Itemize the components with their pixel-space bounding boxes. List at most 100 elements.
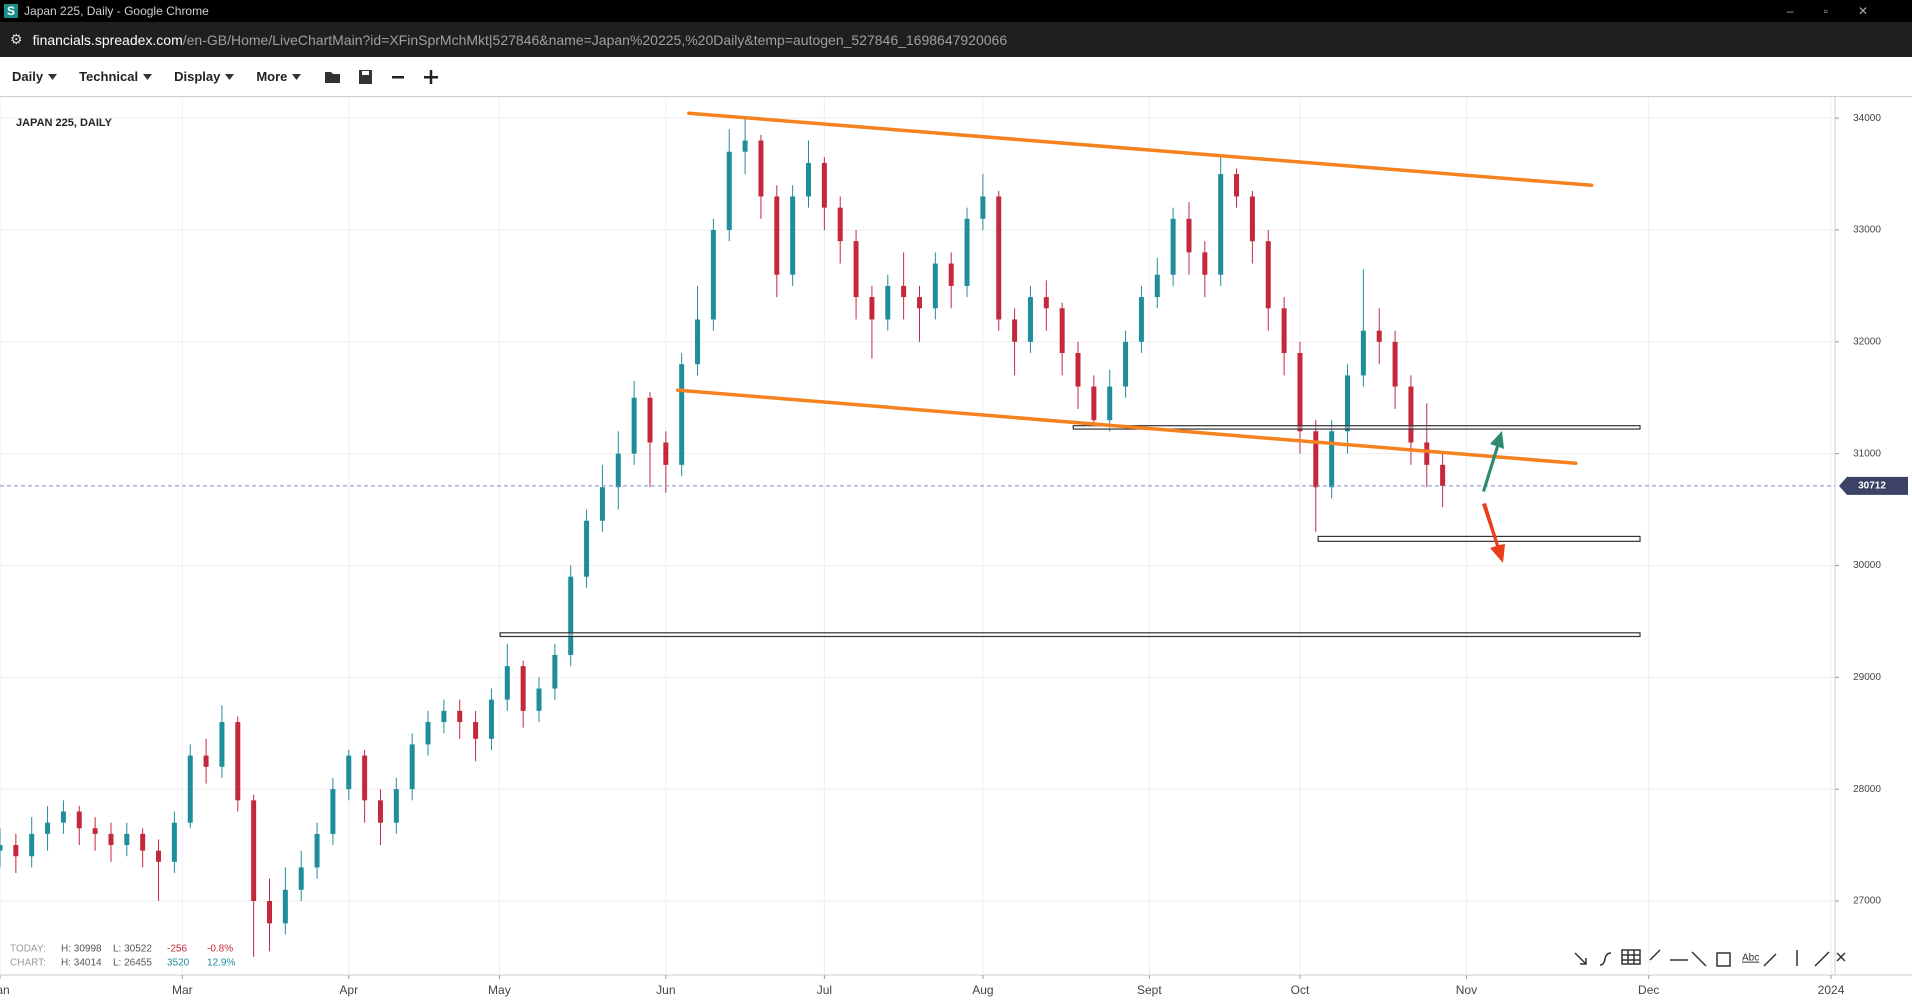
- candle-body: [330, 789, 336, 834]
- candle-body: [488, 699, 494, 739]
- candle-body: [1107, 386, 1113, 421]
- candle-body: [92, 828, 98, 834]
- x-tick-label: Jun: [656, 983, 675, 997]
- candle-body: [504, 666, 510, 700]
- candle-body: [631, 397, 637, 454]
- price-zone: [499, 632, 1641, 638]
- title-bar: S Japan 225, Daily - Google Chrome –▫✕: [0, 0, 1912, 22]
- candle-body: [695, 319, 701, 365]
- site-info-icon[interactable]: ⚙: [10, 31, 23, 47]
- menu[interactable]: Technical: [79, 69, 153, 84]
- candle-body: [837, 207, 843, 242]
- candle-body: [314, 833, 320, 868]
- trend-line: [675, 388, 1578, 466]
- candle-body: [362, 755, 368, 801]
- x-tick-label: Nov: [1456, 983, 1477, 997]
- candle-body: [1313, 431, 1319, 488]
- x-tick-label: Mar: [172, 983, 193, 997]
- stat-text: TODAY:: [10, 944, 46, 955]
- last-price-badge: [1839, 476, 1908, 495]
- x-tick-label: 2024: [1818, 983, 1845, 997]
- stat-text: H: 34014: [61, 958, 102, 969]
- y-tick-label: 29000: [1853, 672, 1881, 683]
- candle-body: [1027, 297, 1033, 342]
- candle-body: [1297, 353, 1303, 432]
- candle-body: [29, 833, 35, 857]
- candle-body: [1408, 386, 1414, 443]
- caret: [143, 73, 153, 80]
- caret: [292, 73, 302, 80]
- y-tick-label: 31000: [1853, 448, 1881, 459]
- candle-body: [996, 196, 1002, 320]
- x-tick-label: May: [488, 983, 511, 997]
- candle-body: [1012, 319, 1018, 342]
- x-tick-label: Jan: [0, 983, 10, 997]
- candle-body: [45, 822, 51, 834]
- text-tool[interactable]: Abc: [1742, 953, 1759, 964]
- candle-body: [726, 151, 732, 231]
- menu[interactable]: Daily: [12, 69, 58, 84]
- candle-body: [568, 576, 574, 655]
- candle-body: [1281, 308, 1287, 354]
- price-zone: [1072, 425, 1641, 430]
- toolbar-icons[interactable]: [323, 67, 453, 87]
- candle-body: [298, 867, 304, 890]
- candle-body: [615, 453, 621, 488]
- down-arrow: [1482, 503, 1505, 563]
- candle-body: [821, 162, 827, 208]
- candle-body: [806, 162, 812, 197]
- candle-body: [393, 789, 399, 823]
- candle-body: [948, 263, 954, 286]
- candle-body: [124, 833, 130, 846]
- url-bar[interactable]: ⚙ financials.spreadex.com/en-GB/Home/Liv…: [0, 22, 1912, 57]
- caret: [48, 73, 58, 80]
- candle-body: [377, 800, 383, 823]
- y-tick-label: 32000: [1853, 336, 1881, 347]
- candle-body: [584, 520, 590, 577]
- candle-body: [473, 722, 479, 739]
- candle-body: [742, 140, 748, 152]
- candle-body: [663, 442, 669, 465]
- y-tick-label: 30000: [1853, 560, 1881, 571]
- candle-body: [441, 710, 447, 723]
- y-tick-label: 28000: [1853, 784, 1881, 795]
- menu[interactable]: More: [256, 69, 302, 84]
- candle-body: [932, 263, 938, 309]
- url-host: financials.spreadex.com: [32, 31, 183, 48]
- stat-text: CHART:: [10, 958, 46, 969]
- stat-text: L: 26455: [113, 958, 152, 969]
- candle-body: [140, 833, 146, 851]
- x-tick-label: Oct: [1291, 983, 1310, 997]
- menu[interactable]: Display: [174, 69, 235, 84]
- candle-body: [853, 241, 859, 298]
- candle-body: [1218, 174, 1224, 275]
- candle-body: [156, 850, 162, 862]
- stat-text: -0.8%: [207, 944, 233, 955]
- chart-bg: [0, 97, 1912, 1003]
- last-price-label: 30712: [1858, 481, 1886, 492]
- candle-body: [171, 822, 177, 862]
- menu-label: Display: [174, 69, 221, 84]
- url-path: /en-GB/Home/LiveChartMain?id=XFinSprMchM…: [182, 31, 1008, 48]
- menu-label: Daily: [12, 69, 44, 84]
- candle-body: [219, 722, 225, 767]
- candle-body: [346, 755, 352, 790]
- candle-body: [964, 218, 970, 286]
- candle-body: [1424, 442, 1430, 465]
- x-tick-label: Aug: [972, 983, 993, 997]
- drawing-tools[interactable]: [1574, 949, 1846, 967]
- candle-body: [1440, 464, 1446, 486]
- candle-body: [1202, 252, 1208, 275]
- window-controls[interactable]: –▫✕: [1787, 4, 1898, 18]
- candle-body: [1234, 174, 1240, 197]
- candle-body: [409, 744, 415, 790]
- candle-body: [536, 688, 542, 711]
- chart-title: JAPAN 225, DAILY: [16, 117, 113, 129]
- candle-body: [1154, 274, 1160, 298]
- candle-body: [774, 196, 780, 275]
- stat-text: L: 30522: [113, 944, 152, 955]
- candle-body: [235, 722, 241, 801]
- candle-body: [1265, 241, 1271, 309]
- candle-body: [1043, 297, 1049, 309]
